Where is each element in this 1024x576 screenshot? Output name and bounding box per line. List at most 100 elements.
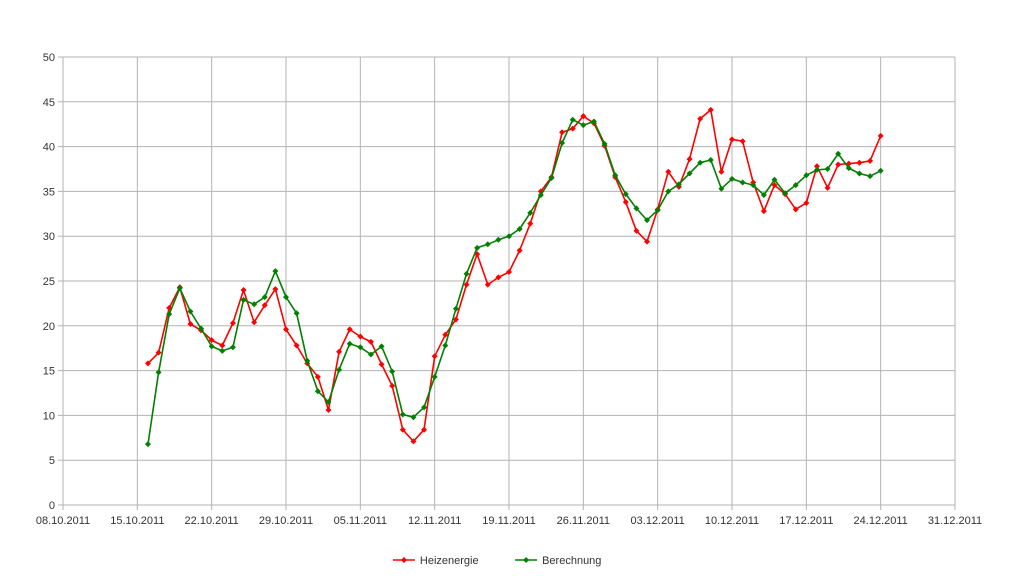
data-point-heizenergie (325, 407, 332, 414)
data-point-berechnung (463, 270, 470, 277)
data-point-berechnung (559, 140, 566, 147)
data-point-berechnung (537, 191, 544, 198)
x-tick-label: 29.10.2011 (259, 515, 313, 527)
x-tick-label: 10.12.2011 (705, 515, 759, 527)
data-point-berechnung (431, 373, 438, 380)
data-point-berechnung (336, 366, 343, 373)
x-tick-label: 24.12.2011 (854, 515, 908, 527)
data-point-heizenergie (813, 163, 820, 170)
data-point-berechnung (548, 174, 555, 181)
data-point-berechnung (771, 176, 778, 183)
y-tick-label: 45 (43, 97, 55, 109)
data-point-heizenergie (739, 138, 746, 145)
y-tick-label: 15 (43, 366, 55, 378)
data-point-heizenergie (803, 200, 810, 207)
data-point-heizenergie (293, 342, 300, 349)
data-point-berechnung (187, 308, 194, 315)
data-point-heizenergie (559, 129, 566, 136)
data-point-berechnung (516, 226, 523, 233)
y-tick-label: 40 (43, 142, 55, 154)
data-point-berechnung (739, 179, 746, 186)
data-point-berechnung (251, 301, 258, 308)
data-point-heizenergie (665, 168, 672, 175)
data-point-berechnung (229, 344, 236, 351)
y-tick-label: 10 (43, 410, 55, 422)
data-point-heizenergie (877, 132, 884, 139)
data-point-berechnung (760, 191, 767, 198)
legend-item-berechnung: Berechnung (515, 555, 601, 567)
data-point-heizenergie (283, 326, 289, 333)
data-point-heizenergie (240, 286, 247, 293)
data-point-heizenergie (144, 360, 151, 367)
data-point-berechnung (346, 340, 353, 347)
series-line-berechnung (147, 118, 882, 445)
legend-swatch-marker (400, 557, 407, 563)
y-tick-label: 30 (43, 231, 55, 243)
series-line-heizenergie (147, 109, 882, 443)
data-point-berechnung (474, 244, 481, 251)
data-point-berechnung (867, 173, 874, 180)
data-point-berechnung (442, 342, 449, 349)
data-point-heizenergie (357, 333, 364, 340)
data-point-heizenergie (251, 319, 258, 326)
y-tick-label: 20 (43, 321, 55, 333)
data-point-heizenergie (718, 168, 725, 175)
data-point-berechnung (293, 310, 300, 317)
data-point-heizenergie (697, 115, 704, 122)
data-point-berechnung (792, 182, 799, 189)
data-point-heizenergie (367, 338, 374, 345)
data-point-berechnung (750, 182, 757, 189)
data-point-heizenergie (527, 220, 534, 227)
data-point-berechnung (304, 357, 311, 364)
data-point-heizenergie (569, 125, 576, 132)
x-tick-label: 08.10.2011 (36, 515, 90, 527)
data-point-heizenergie (187, 321, 194, 328)
data-point-heizenergie (421, 426, 428, 433)
data-point-berechnung (495, 236, 502, 243)
y-tick-label: 35 (43, 186, 55, 198)
data-point-heizenergie (580, 113, 587, 120)
data-point-heizenergie (633, 227, 640, 234)
data-point-heizenergie (378, 361, 385, 368)
data-point-heizenergie (410, 438, 417, 445)
y-tick-label: 0 (49, 500, 55, 512)
data-point-berechnung (389, 368, 396, 375)
data-point-berechnung (357, 344, 364, 351)
data-point-berechnung (654, 207, 661, 214)
data-point-berechnung (325, 398, 332, 405)
y-tick-label: 5 (49, 455, 55, 467)
data-point-heizenergie (622, 199, 629, 206)
data-point-heizenergie (463, 281, 470, 288)
data-point-berechnung (580, 122, 587, 129)
data-point-berechnung (378, 343, 385, 350)
x-tick-label: 19.11.2011 (482, 515, 535, 527)
data-point-heizenergie (229, 320, 236, 327)
data-point-berechnung (155, 369, 162, 376)
data-point-berechnung (845, 165, 852, 172)
data-point-berechnung (219, 347, 226, 354)
data-point-berechnung (707, 157, 714, 164)
series-berechnung (144, 116, 884, 448)
data-point-berechnung (601, 140, 608, 147)
data-point-berechnung (367, 351, 374, 358)
data-point-berechnung (527, 209, 534, 216)
legend-label: Berechnung (542, 555, 601, 567)
legend: Heizenergie Berechnung (392, 555, 601, 567)
data-point-heizenergie (792, 206, 799, 213)
x-tick-label: 05.11.2011 (334, 515, 387, 527)
data-point-heizenergie (506, 269, 512, 276)
series-heizenergie (144, 106, 884, 445)
data-point-berechnung (644, 217, 651, 224)
data-point-heizenergie (835, 161, 842, 168)
x-tick-label: 31.12.2011 (928, 515, 982, 527)
data-point-berechnung (314, 388, 321, 395)
data-point-heizenergie (431, 353, 438, 360)
data-point-berechnung (633, 205, 640, 212)
data-point-berechnung (686, 170, 693, 177)
data-point-berechnung (410, 414, 417, 421)
data-point-berechnung (590, 118, 597, 125)
data-point-berechnung (877, 167, 884, 174)
data-point-berechnung (484, 241, 491, 248)
data-point-heizenergie (452, 316, 459, 323)
